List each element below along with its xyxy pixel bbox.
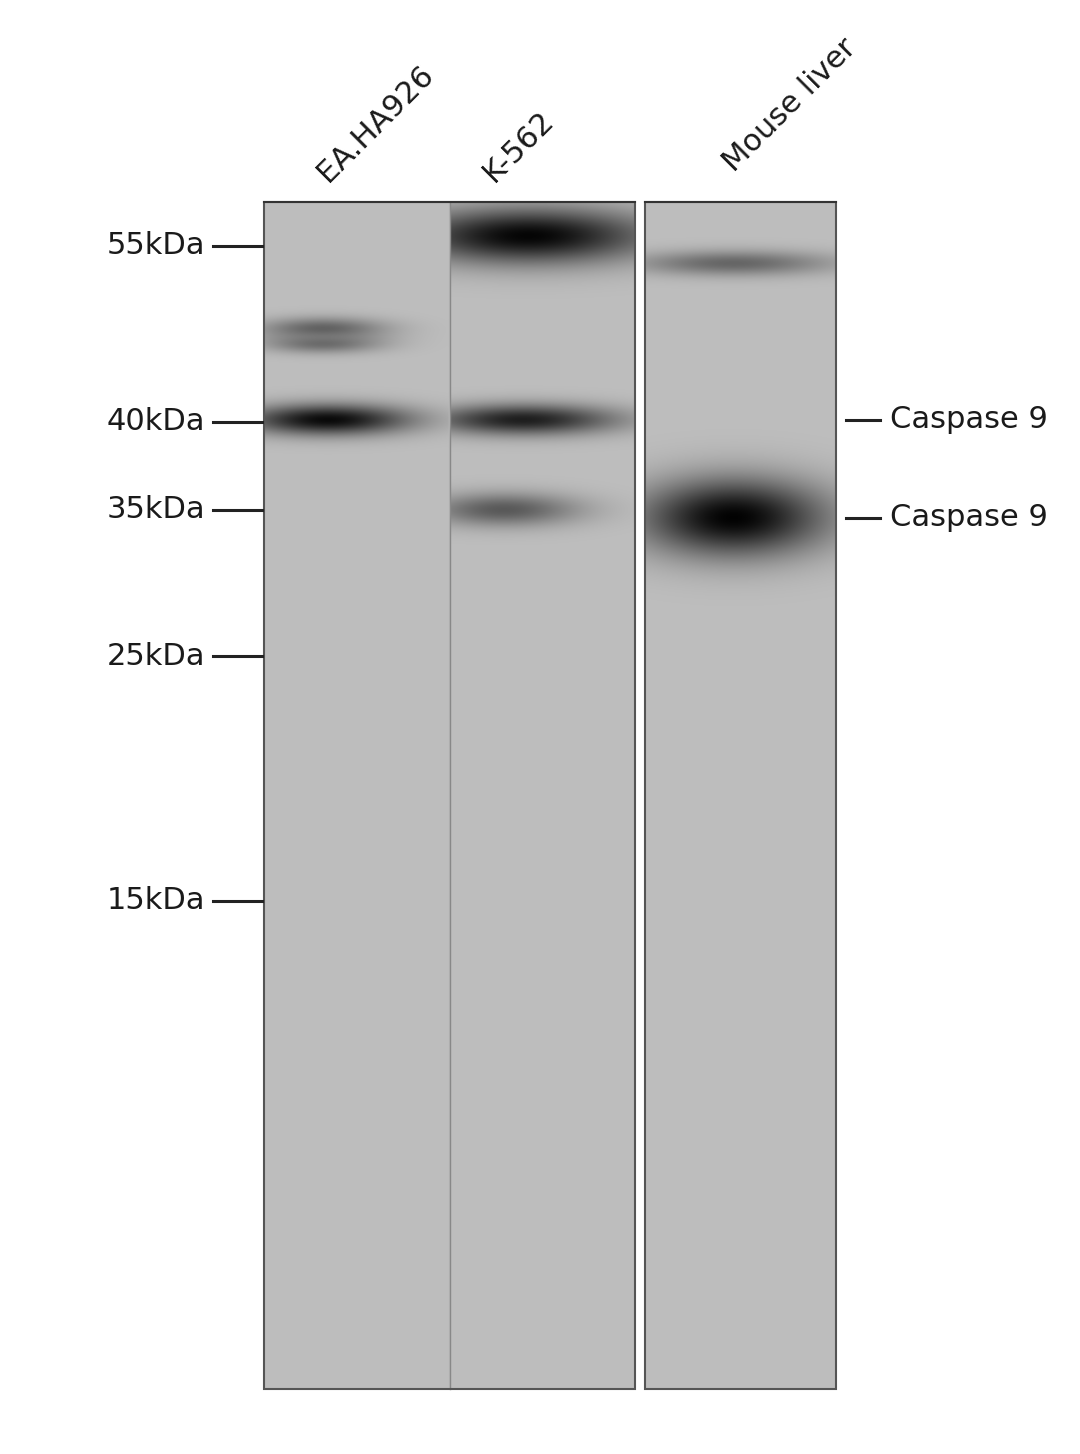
Text: 15kDa: 15kDa [107,885,205,915]
Text: Caspase 9: Caspase 9 [890,503,1048,532]
Text: 35kDa: 35kDa [107,496,205,525]
Text: 55kDa: 55kDa [107,231,205,260]
Text: K-562: K-562 [478,106,559,188]
Text: EA.HA926: EA.HA926 [312,60,440,188]
Text: 25kDa: 25kDa [107,641,205,670]
Text: Caspase 9: Caspase 9 [890,406,1048,435]
Bar [645,202,836,1390]
Text: Mouse liver: Mouse liver [717,33,862,177]
Text: 40kDa: 40kDa [107,407,205,436]
Bar [264,202,635,1390]
